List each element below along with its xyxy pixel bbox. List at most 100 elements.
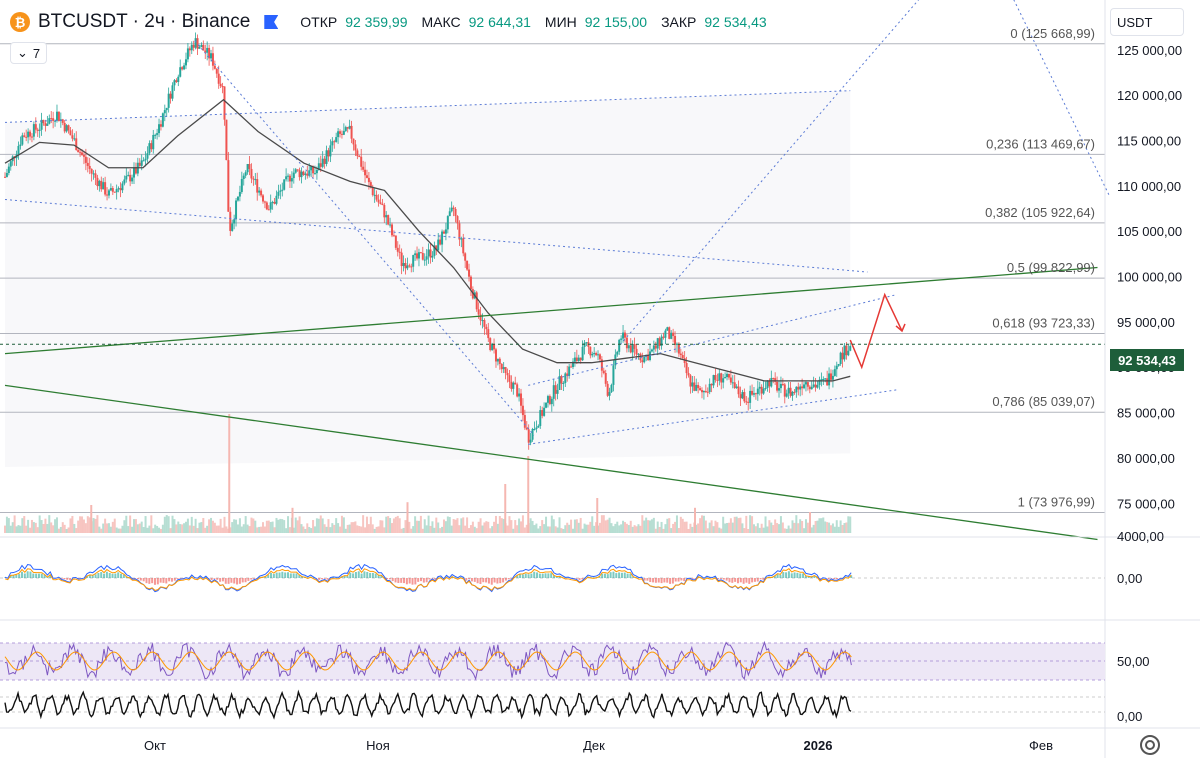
symbol-title[interactable]: BTCUSDT · 2ч · Binance	[38, 11, 251, 32]
macd-histogram-bar	[790, 573, 793, 578]
macd-histogram-bar	[210, 578, 213, 581]
macd-histogram-bar	[267, 574, 270, 578]
indicators-toggle-button[interactable]: ⌄ 7	[10, 42, 48, 64]
volume-spike	[596, 498, 599, 533]
candle-body	[161, 113, 164, 127]
volume-bar	[308, 526, 311, 533]
candle-body	[847, 350, 850, 356]
candle-body	[173, 80, 176, 86]
volume-bar	[340, 515, 343, 533]
candle-body	[806, 382, 809, 387]
candle-body	[693, 382, 696, 391]
macd-histogram-bar	[374, 573, 377, 578]
candle-body	[812, 384, 815, 387]
volume-bar	[537, 528, 540, 533]
candle-body	[795, 386, 798, 393]
macd-histogram-bar	[394, 578, 397, 583]
candle-body	[647, 354, 650, 360]
macd-histogram-bar	[785, 572, 788, 578]
macd-histogram-bar	[408, 578, 411, 584]
candle-body	[670, 332, 673, 339]
currency-selector[interactable]: USDT	[1110, 8, 1184, 36]
candle-body	[466, 260, 469, 270]
volume-bar	[583, 523, 586, 533]
candle-body	[117, 188, 120, 190]
macd-histogram-bar	[391, 578, 394, 582]
candle-body	[7, 166, 10, 173]
candle-body	[712, 375, 715, 386]
candle-body	[55, 111, 58, 121]
volume-bar	[354, 521, 357, 533]
candle-body	[681, 355, 684, 359]
macd-histogram-bar	[105, 571, 108, 578]
volume-bar	[161, 524, 164, 533]
volume-bar	[73, 523, 76, 533]
candle-body	[104, 182, 107, 195]
candle-body	[448, 211, 451, 217]
candle-body	[774, 378, 777, 382]
fib-label: 0,786 (85 039,07)	[992, 394, 1095, 409]
fib-label: 0,382 (105 922,64)	[985, 205, 1095, 220]
macd-histogram-bar	[541, 573, 544, 578]
volume-bar	[312, 520, 315, 533]
volume-bar	[123, 520, 126, 533]
candle-body	[452, 207, 455, 209]
candle-body	[179, 67, 182, 77]
descending-dotted-right	[1013, 0, 1110, 196]
candle-body	[190, 44, 193, 51]
volume-bar	[433, 527, 436, 533]
price-tick-label: 125 000,00	[1117, 43, 1182, 58]
volume-bar	[121, 525, 124, 533]
macd-histogram-bar	[284, 572, 287, 578]
candle-body	[358, 156, 361, 158]
bitcoin-icon: ₿	[10, 12, 30, 32]
volume-bar	[631, 526, 634, 533]
volume-bar	[570, 519, 573, 533]
candle-body	[310, 166, 313, 171]
candle-body	[188, 48, 191, 51]
macd-histogram-bar	[496, 578, 499, 584]
settings-gear-icon[interactable]	[1140, 735, 1160, 755]
macd-histogram-bar	[88, 575, 91, 578]
macd-histogram-bar	[120, 573, 123, 578]
candle-body	[637, 353, 640, 355]
volume-bar	[539, 526, 542, 533]
candle-body	[290, 178, 293, 182]
volume-bar	[184, 521, 187, 533]
volume-bar	[36, 527, 39, 533]
macd-histogram-bar	[482, 578, 485, 583]
volume-bar	[104, 518, 107, 533]
open-value: 92 359,99	[345, 14, 408, 30]
macd-histogram-bar	[575, 578, 578, 579]
macd-histogram-bar	[717, 578, 720, 580]
volume-bar	[11, 522, 14, 533]
macd-histogram-bar	[796, 572, 799, 578]
candle-body	[516, 384, 519, 397]
macd-histogram-bar	[405, 578, 408, 585]
volume-bar	[173, 519, 176, 533]
candle-body	[204, 50, 207, 53]
volume-bar	[421, 528, 424, 533]
candle-body	[121, 183, 124, 191]
macd-histogram-bar	[397, 578, 400, 583]
candle-body	[279, 190, 282, 192]
candle-body	[831, 375, 834, 380]
volume-bar	[550, 515, 553, 533]
candle-body	[398, 251, 401, 253]
volume-bar	[523, 527, 526, 533]
volume-bar	[373, 528, 376, 533]
volume-bar	[560, 528, 563, 533]
volume-bar	[313, 526, 316, 533]
macd-histogram-bar	[524, 573, 527, 578]
flag-icon[interactable]	[264, 15, 279, 29]
volume-bar	[300, 524, 303, 533]
candle-body	[88, 165, 91, 169]
candle-body	[54, 120, 57, 122]
candle-body	[412, 255, 415, 267]
candle-body	[79, 152, 82, 154]
volume-bar	[793, 522, 796, 533]
volume-bar	[768, 520, 771, 533]
candle-body	[206, 47, 209, 53]
volume-bar	[106, 523, 109, 533]
